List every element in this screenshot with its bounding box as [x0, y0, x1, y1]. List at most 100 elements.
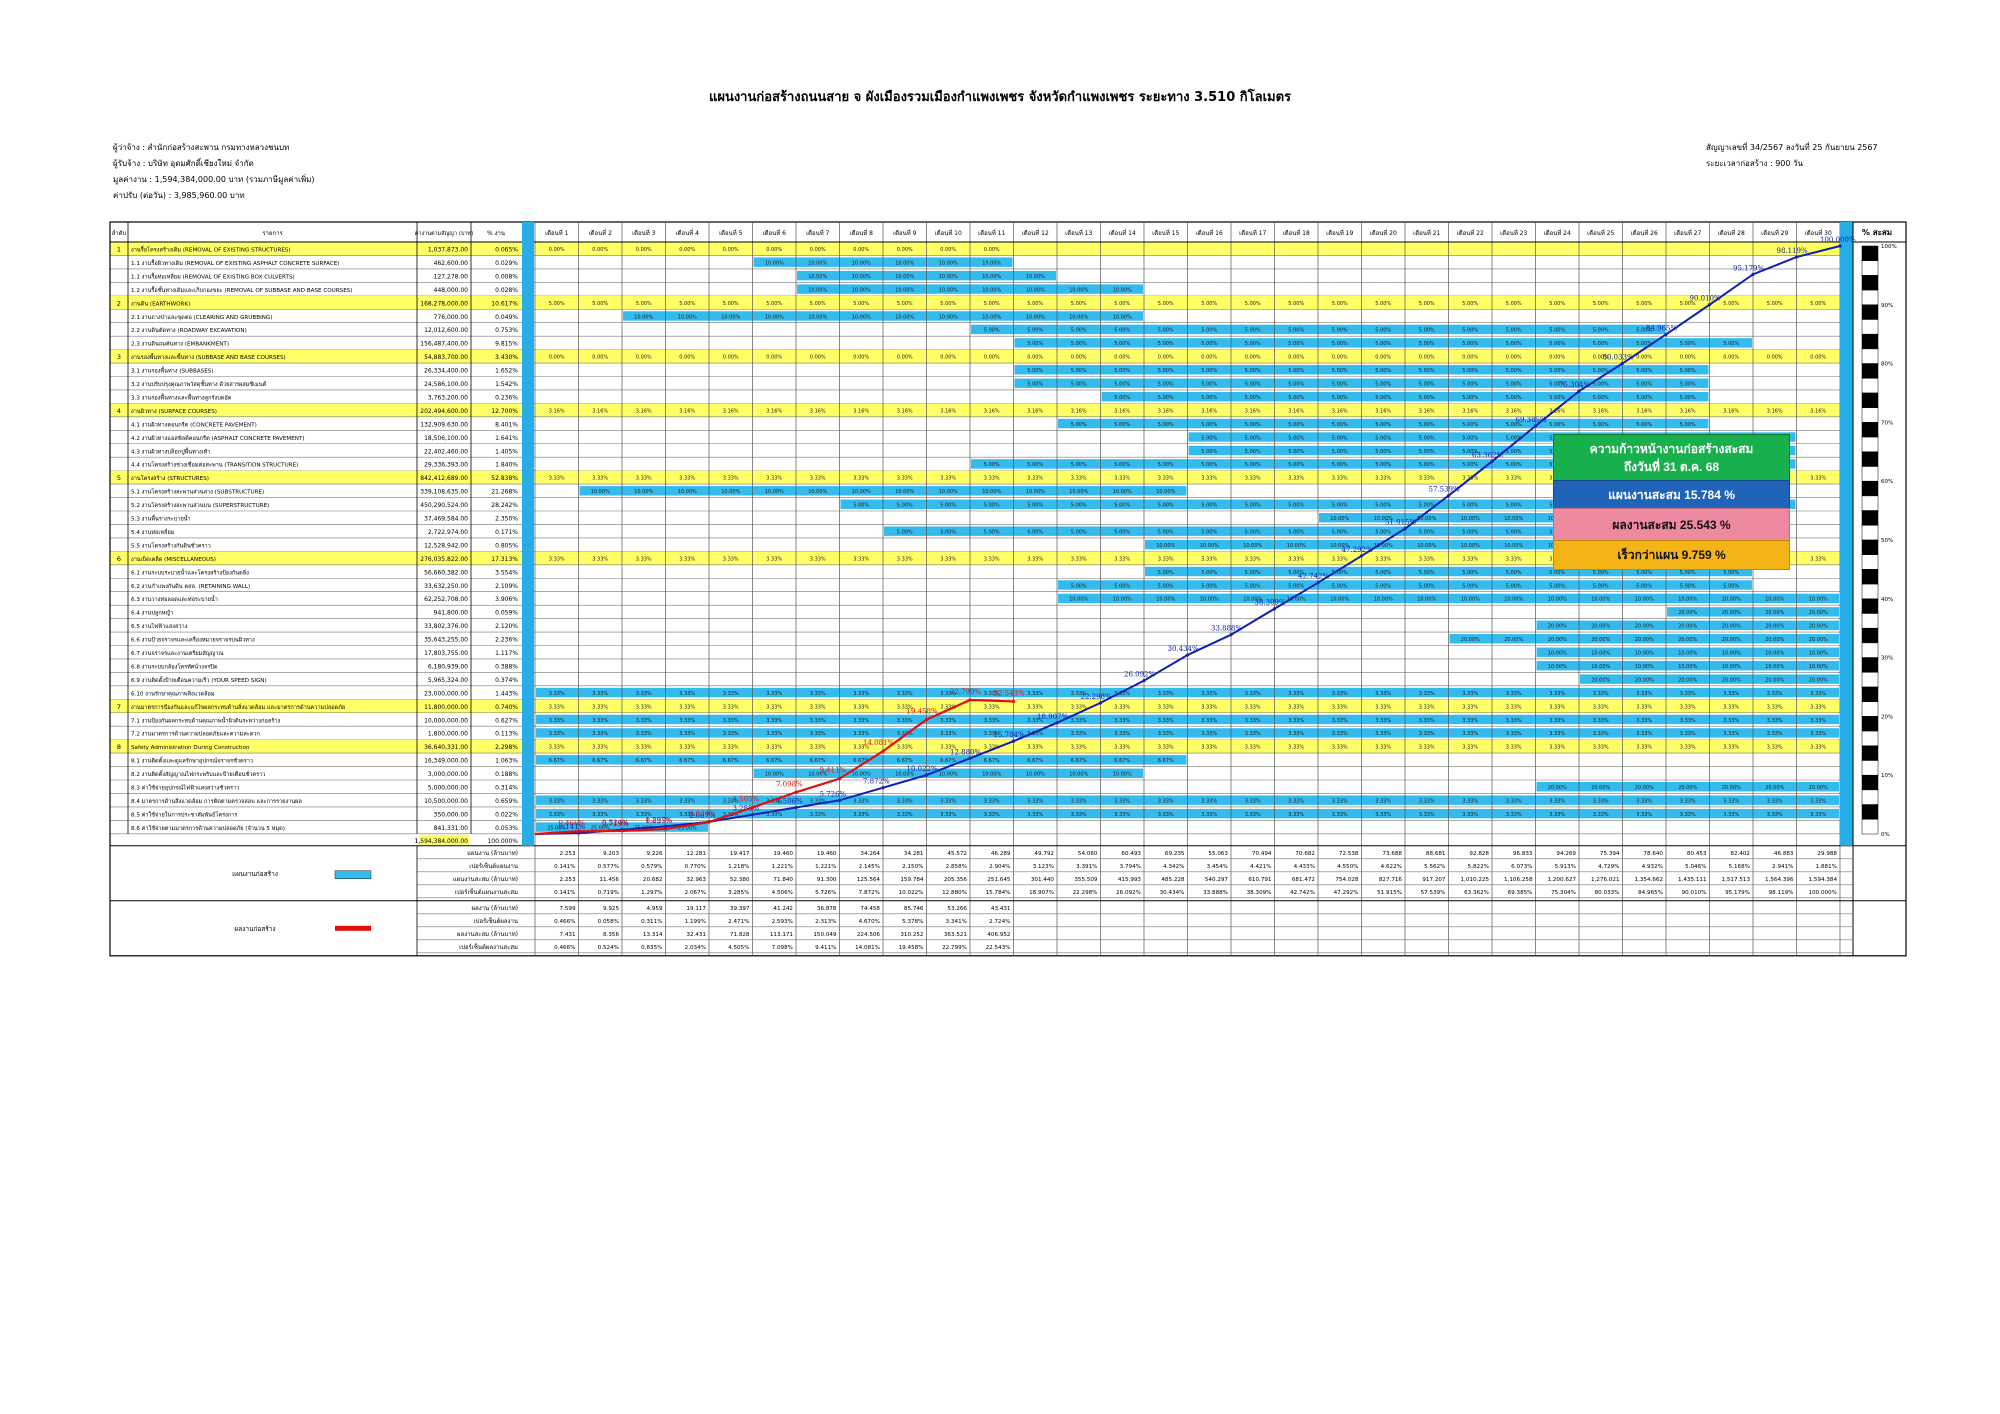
- cell-value: 5.00%: [1158, 341, 1174, 347]
- curve-point: [968, 698, 972, 702]
- plan-summary-value: 4.550%: [1337, 864, 1358, 870]
- cell-value: 3.33%: [592, 691, 608, 697]
- cell-value: 5.00%: [1158, 382, 1174, 388]
- cell-value: 5.00%: [1593, 583, 1609, 589]
- cell-value: 6.67%: [1158, 758, 1174, 764]
- plan-summary-value: 4.421%: [1250, 864, 1271, 870]
- cell-value: 5.00%: [1288, 395, 1304, 401]
- cell-value: 5.00%: [679, 301, 695, 307]
- cell-value: 3.16%: [679, 408, 695, 414]
- plan-summary-value: 2.150%: [902, 864, 923, 870]
- cell-value: 5.00%: [1549, 583, 1565, 589]
- month-header: เดือนที่ 26: [1631, 229, 1658, 237]
- cell-value: 10.00%: [1417, 543, 1436, 549]
- cell-value: 10.00%: [982, 260, 1001, 266]
- cell-value: 3.33%: [940, 798, 956, 804]
- cell-value: 3.33%: [1071, 798, 1087, 804]
- cell-value: 3.33%: [1810, 556, 1826, 562]
- cell-value: 3.33%: [636, 556, 652, 562]
- cell-value: 3.33%: [1462, 718, 1478, 724]
- cell-value: 10.00%: [1026, 772, 1045, 778]
- cell-value: 5.00%: [1506, 435, 1522, 441]
- cell-value: 5.00%: [1462, 529, 1478, 535]
- cell-value: 10.00%: [852, 287, 871, 293]
- cell-value: 5.00%: [1114, 328, 1130, 334]
- cell-value: 5.00%: [1114, 583, 1130, 589]
- cell-value: 5.00%: [940, 301, 956, 307]
- cell-value: 5.00%: [1680, 382, 1696, 388]
- plan-summary-value: 2.904%: [989, 864, 1010, 870]
- cell-value: 5.00%: [1158, 422, 1174, 428]
- plan-summary-value: 52.380: [730, 877, 750, 883]
- cell-value: 0.00%: [984, 247, 1000, 253]
- cell-value: 5.00%: [1288, 503, 1304, 509]
- row-bar: [753, 768, 1143, 778]
- cell-value: 3.16%: [1767, 408, 1783, 414]
- cell-value: 3.33%: [1593, 745, 1609, 751]
- cell-value: 5.00%: [1506, 382, 1522, 388]
- cell-value: 5.00%: [1462, 435, 1478, 441]
- cell-value: 3.33%: [766, 476, 782, 482]
- row-name: งานดิน (EARTHWORK): [131, 300, 190, 307]
- cell-value: 0.00%: [592, 247, 608, 253]
- plan-summary-value: 96.833: [1513, 851, 1533, 857]
- curve-label: 22.543%: [994, 689, 1025, 697]
- cell-value: 3.33%: [549, 812, 565, 818]
- plan-summary-value: 6.073%: [1511, 864, 1532, 870]
- cell-value: 5.00%: [1506, 583, 1522, 589]
- cell-value: 5.00%: [1158, 328, 1174, 334]
- plan-summary-value: 3.794%: [1120, 864, 1141, 870]
- cell-value: 3.33%: [1201, 731, 1217, 737]
- cell-value: 3.33%: [723, 556, 739, 562]
- actual-summary-value: 13.314: [643, 932, 663, 938]
- cell-value: 20.00%: [1809, 624, 1828, 630]
- cell-value: 5.00%: [1201, 529, 1217, 535]
- plan-summary-label: เปอร์เซ็นต์แผนงาน: [469, 861, 518, 870]
- curve-label: 69.385%: [1516, 416, 1547, 424]
- cell-value: 20.00%: [1722, 610, 1741, 616]
- row-name: 8.4 มาตรการด้านสิ่งแวดล้อม การติดตามตรวจ…: [131, 797, 302, 805]
- plan-summary-value: 98.119%: [1769, 890, 1794, 896]
- cell-value: 5.00%: [1506, 328, 1522, 334]
- row-name: 6.6 งานป้ายจราจรและเครื่องหมายจราจรบนผิว…: [131, 636, 255, 644]
- row-name: 6.2 งานกำแพงกันดิน คสล. (RETAINING WALL): [131, 583, 250, 590]
- cell-value: 3.33%: [1506, 476, 1522, 482]
- cell-value: 5.00%: [1245, 462, 1261, 468]
- row-value: 33,802,376.00: [424, 623, 468, 630]
- cell-value: 3.33%: [723, 704, 739, 710]
- cell-value: 5.00%: [1288, 529, 1304, 535]
- cell-value: 10.00%: [1026, 489, 1045, 495]
- cell-value: 3.33%: [1245, 798, 1261, 804]
- curve-point: [1229, 633, 1233, 637]
- row-pct: 1.652%: [495, 368, 518, 375]
- month-header: เดือนที่ 23: [1500, 229, 1527, 237]
- cell-value: 0.00%: [636, 247, 652, 253]
- cell-value: 3.33%: [1810, 731, 1826, 737]
- plan-summary-value: 95.179%: [1725, 890, 1750, 896]
- plan-summary-value: 2.145%: [859, 864, 880, 870]
- cell-value: 10.00%: [1591, 651, 1610, 657]
- scale-tick: 30%: [1881, 656, 1893, 662]
- plan-summary-value: 415.993: [1118, 877, 1142, 883]
- cell-value: 5.00%: [1680, 422, 1696, 428]
- cell-value: 3.33%: [810, 745, 826, 751]
- curve-label: 0.524%: [602, 819, 629, 827]
- curve-label: 57.539%: [1429, 486, 1460, 494]
- plan-summary-value: 57.539%: [1421, 890, 1446, 896]
- cell-value: 10.00%: [591, 489, 610, 495]
- cell-value: 3.33%: [679, 812, 695, 818]
- cell-value: 0.00%: [897, 247, 913, 253]
- cell-value: 10.00%: [852, 274, 871, 280]
- curve-point: [707, 820, 711, 824]
- cell-value: 10.00%: [939, 314, 958, 320]
- cell-value: 5.00%: [1680, 395, 1696, 401]
- cell-value: 10.00%: [1765, 664, 1784, 670]
- plan-summary-value: 1.881%: [1816, 864, 1837, 870]
- cell-value: 3.33%: [1375, 812, 1391, 818]
- cell-value: 3.33%: [984, 812, 1000, 818]
- cell-value: 3.33%: [1549, 731, 1565, 737]
- cell-value: 3.33%: [1810, 745, 1826, 751]
- cell-value: 6.67%: [636, 758, 652, 764]
- plan-summary-value: 38.309%: [1247, 890, 1272, 896]
- cell-value: 5.00%: [1027, 462, 1043, 468]
